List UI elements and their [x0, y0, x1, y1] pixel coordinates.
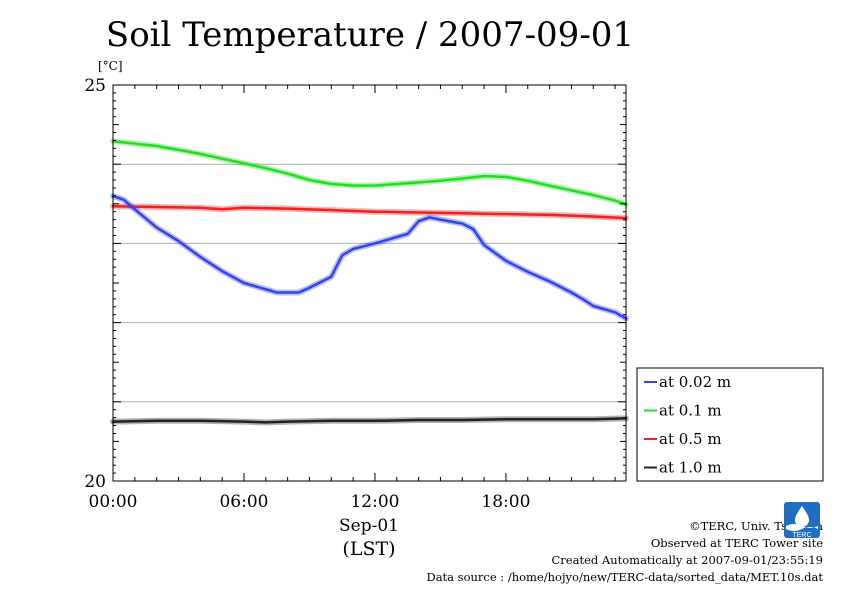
legend-label: at 0.1 m — [659, 402, 722, 420]
tick-marks — [112, 84, 626, 482]
x-tick-label: 12:00 — [350, 492, 399, 512]
legend-box — [636, 367, 824, 482]
series-lines — [110, 138, 629, 426]
x-axis-date-label: Sep-01 — [339, 516, 399, 536]
credit-line: Observed at TERC Tower site — [651, 536, 823, 550]
legend: at 0.02 m at 0.1 m at 0.5 m at 1.0 m — [636, 367, 824, 482]
y-tick-label: 25 — [84, 76, 106, 96]
terc-logo-text: TERC — [792, 532, 811, 539]
series-band — [110, 138, 629, 208]
credit-line: Created Automatically at 2007-09-01/23:5… — [552, 553, 824, 567]
legend-label: at 0.5 m — [659, 430, 722, 448]
x-tick-label: 00:00 — [89, 492, 138, 512]
x-tick-label: 06:00 — [219, 492, 268, 512]
legend-label: at 0.02 m — [659, 373, 731, 391]
chart-title: Soil Temperature / 2007-09-01 — [106, 15, 634, 55]
series-line — [111, 417, 628, 424]
series-line — [111, 204, 628, 220]
grid-lines — [113, 163, 626, 403]
series-line — [111, 139, 628, 206]
legend-label: at 1.0 m — [659, 459, 722, 477]
y-axis-unit-label: [°C] — [98, 59, 123, 73]
credit-line: Data source : /home/hojyo/new/TERC-data/… — [426, 570, 823, 584]
x-tick-labels: 00:00 06:00 12:00 18:00 — [89, 492, 531, 512]
series-line — [111, 194, 628, 320]
x-tick-label: 18:00 — [481, 492, 530, 512]
terc-logo: TERC — [778, 502, 826, 540]
y-tick-label: 20 — [84, 472, 106, 492]
x-axis-unit-label: (LST) — [342, 538, 395, 560]
